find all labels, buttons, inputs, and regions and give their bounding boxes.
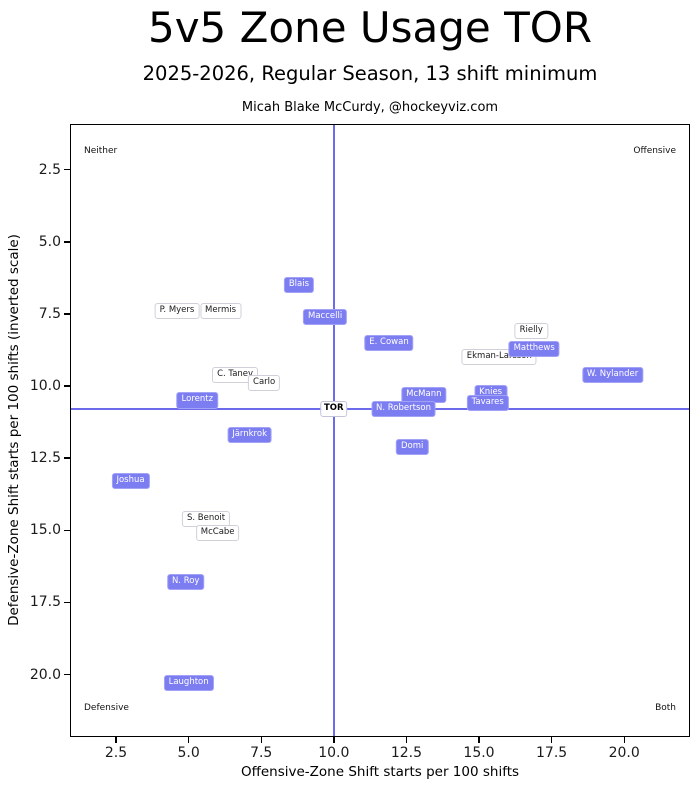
y-tick-label: 5.0 — [38, 233, 61, 250]
ref-vline — [332, 125, 335, 736]
chart-title: 5v5 Zone Usage TOR — [147, 3, 593, 52]
y-tick-label: 15.0 — [29, 522, 61, 539]
y-axis-label: Defensive-Zone Shift starts per 100 shif… — [6, 234, 22, 626]
corner-label-offensive: Offensive — [633, 146, 676, 156]
y-tick — [64, 313, 71, 315]
player-label-tavares: Tavares — [466, 395, 509, 412]
player-label-e-cowan: E. Cowan — [364, 334, 414, 351]
y-tick-label: 12.5 — [29, 450, 61, 467]
y-tick — [64, 673, 71, 676]
x-tick — [478, 736, 480, 743]
x-tick-label: 10.0 — [318, 745, 350, 761]
y-tick — [64, 385, 71, 387]
player-label-p-myers: P. Myers — [154, 303, 200, 320]
player-label-mermis: Mermis — [200, 303, 242, 320]
x-tick-label: 20.0 — [608, 745, 640, 761]
player-label-carlo: Carlo — [248, 375, 281, 392]
x-tick — [623, 736, 625, 743]
x-tick — [187, 736, 190, 743]
x-tick — [333, 736, 335, 743]
x-tick-label: 12.5 — [390, 745, 422, 761]
corner-label-both: Both — [655, 703, 676, 713]
x-tick-label: 5.0 — [177, 745, 200, 761]
player-label-rielly: Rielly — [514, 323, 548, 340]
y-tick-label: 2.5 — [38, 161, 61, 178]
attribution: Micah Blake McCurdy, @hockeyviz.com — [241, 100, 499, 115]
player-label-lorentz: Lorentz — [176, 392, 219, 409]
x-tick — [550, 736, 553, 743]
player-label-joshua: Joshua — [111, 473, 150, 490]
corner-label-defensive: Defensive — [84, 703, 129, 713]
team-label-tor: TOR — [320, 401, 348, 418]
x-tick-label: 2.5 — [104, 745, 128, 761]
x-tick-label: 15.0 — [463, 745, 495, 761]
player-label-matthews: Matthews — [508, 340, 560, 357]
player-label-laughton: Laughton — [163, 675, 214, 692]
y-tick — [64, 529, 71, 531]
y-tick-label: 20.0 — [29, 666, 61, 683]
chart-subtitle: 2025-2026, Regular Season, 13 shift mini… — [142, 62, 598, 85]
x-tick — [260, 736, 262, 743]
y-tick-label: 17.5 — [29, 594, 61, 611]
y-tick — [64, 457, 71, 459]
player-label-n-roy: N. Roy — [166, 574, 205, 591]
player-label-domi: Domi — [396, 438, 429, 455]
x-tick — [115, 736, 117, 743]
player-label-blais: Blais — [283, 277, 315, 294]
player-label-j-rnkrok: Järnkrok — [227, 427, 272, 444]
y-tick — [64, 601, 71, 604]
player-label-w-nylander: W. Nylander — [581, 366, 644, 383]
player-label-c-tanev: C. Tanev — [212, 366, 259, 383]
player-label-maccelli: Maccelli — [302, 308, 348, 325]
y-tick — [64, 169, 71, 171]
corner-label-neither: Neither — [84, 146, 118, 156]
y-tick — [64, 241, 71, 243]
x-tick-label: 7.5 — [250, 745, 273, 761]
player-label-n-robertson: N. Robertson — [371, 401, 436, 418]
plot-area: Neither Offensive Defensive Both 2.5 5.0 7.5 10… — [30, 124, 690, 761]
x-tick-label: 17.5 — [536, 745, 568, 761]
y-tick-label: 10.0 — [29, 378, 61, 395]
x-axis-label: Offensive-Zone Shift starts per 100 shif… — [240, 764, 520, 780]
y-tick-label: 7.5 — [38, 305, 61, 322]
x-tick — [405, 736, 408, 743]
player-label-mccabe: McCabe — [195, 525, 240, 542]
